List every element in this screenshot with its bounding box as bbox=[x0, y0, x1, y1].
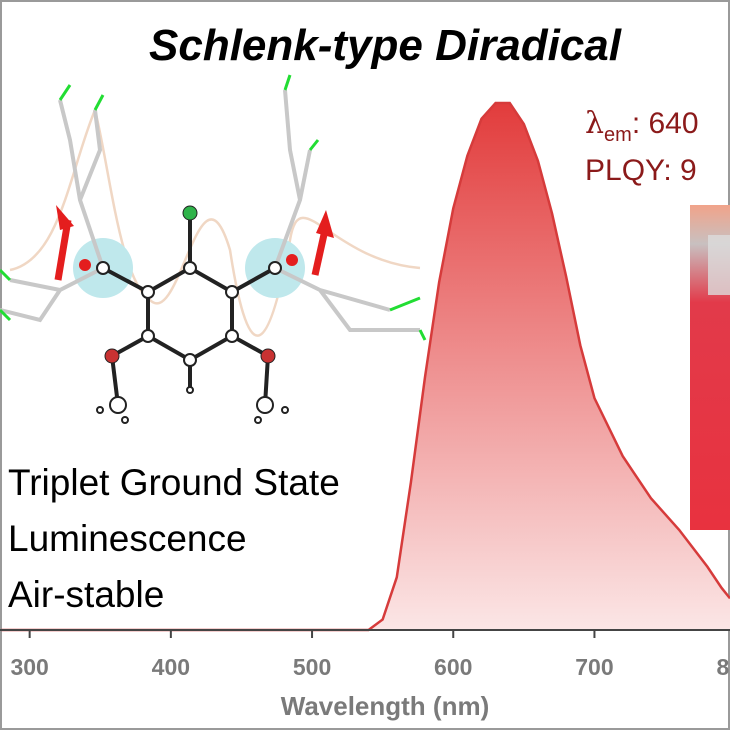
x-tick-label: 300 bbox=[10, 654, 48, 680]
emission-sub: em bbox=[604, 124, 632, 146]
molecule bbox=[0, 74, 427, 424]
feature-text: Air-stable bbox=[8, 574, 164, 615]
x-tick-label: 600 bbox=[434, 654, 472, 680]
emission-symbol: λ bbox=[585, 106, 604, 141]
area-fill bbox=[1, 103, 730, 630]
line bbox=[1, 101, 730, 632]
vial-photo bbox=[690, 205, 730, 530]
feature-text: Triplet Ground State bbox=[8, 462, 340, 503]
emission-label: λem: 640 bbox=[585, 106, 699, 146]
emission-value: : 640 bbox=[632, 107, 699, 140]
chart-title: Schlenk-type Diradical bbox=[149, 21, 622, 70]
x-tick-label: 400 bbox=[152, 654, 190, 680]
x-tick-label: 800 bbox=[716, 654, 730, 680]
x-tick-label: 700 bbox=[575, 654, 613, 680]
x-axis-label: Wavelength (nm) bbox=[281, 691, 489, 721]
x-tick-label: 500 bbox=[293, 654, 331, 680]
plot: 300 400 500 600 700 800 bbox=[0, 101, 730, 680]
plqy-label: PLQY: 9 bbox=[585, 154, 697, 187]
feature-text: Luminescence bbox=[8, 518, 247, 559]
